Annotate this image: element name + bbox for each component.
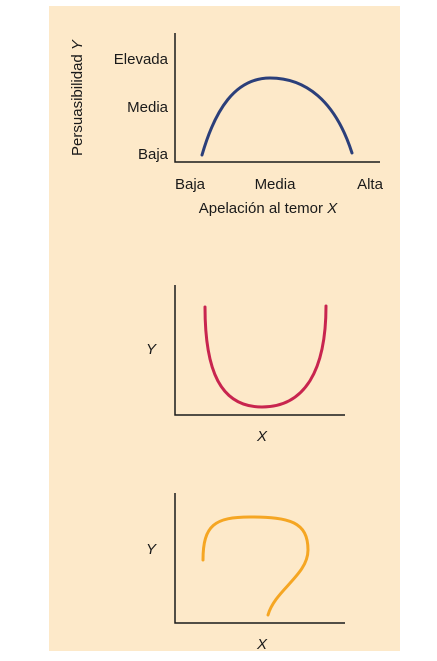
curve bbox=[201, 515, 310, 617]
background-panel bbox=[49, 6, 400, 651]
x-level: Baja bbox=[175, 176, 206, 193]
y-level: Elevada bbox=[114, 51, 169, 68]
x-level: Media bbox=[255, 176, 297, 193]
panel-question: Y X bbox=[146, 493, 345, 653]
curve bbox=[203, 304, 328, 409]
x-title-variable: X bbox=[326, 200, 338, 217]
panel-inverted-u: Elevada Media Baja Baja Media Alta Apela… bbox=[69, 33, 384, 217]
y-level: Baja bbox=[138, 146, 169, 163]
x-title-text: Apelación al temor bbox=[199, 200, 323, 217]
x-title: Apelación al temor X bbox=[199, 200, 338, 217]
x-level: Alta bbox=[357, 176, 384, 193]
y-title-variable: Y bbox=[69, 39, 86, 50]
panel-u: Y X bbox=[146, 285, 345, 445]
curve bbox=[200, 76, 354, 157]
y-title: Y bbox=[146, 541, 157, 558]
y-title-text: Persuasibilidad bbox=[69, 54, 86, 156]
x-title: X bbox=[256, 636, 268, 653]
y-title: Persuasibilidad Y bbox=[69, 39, 86, 156]
axes bbox=[174, 285, 345, 416]
y-title: Y bbox=[146, 341, 157, 358]
axes bbox=[174, 33, 380, 163]
axes bbox=[174, 493, 345, 624]
x-title: X bbox=[256, 428, 268, 445]
y-level: Media bbox=[127, 99, 169, 116]
